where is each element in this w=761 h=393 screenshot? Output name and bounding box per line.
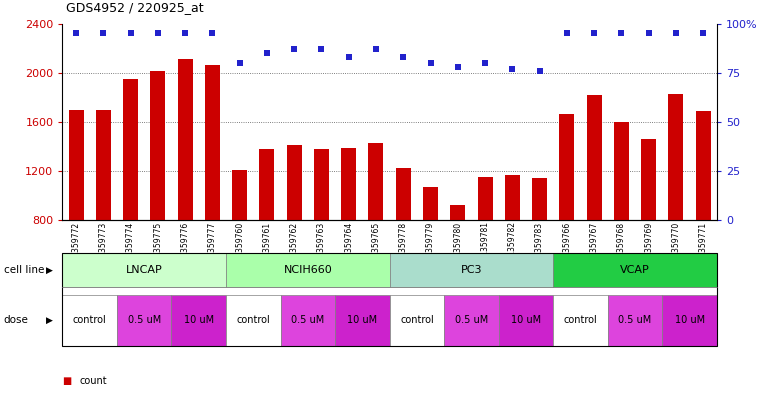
Bar: [423, 187, 438, 220]
Bar: [123, 79, 138, 220]
Point: [397, 54, 409, 60]
Text: count: count: [79, 376, 107, 386]
Point: [288, 46, 301, 52]
Text: 0.5 uM: 0.5 uM: [455, 315, 488, 325]
Text: control: control: [73, 315, 107, 325]
Point: [315, 46, 327, 52]
Point: [670, 30, 682, 37]
Point: [697, 30, 709, 37]
Text: NCIH660: NCIH660: [283, 265, 333, 275]
Point: [533, 68, 546, 74]
Bar: [587, 95, 602, 220]
Point: [206, 30, 218, 37]
Text: ■: ■: [62, 376, 72, 386]
Point: [616, 30, 628, 37]
Bar: [232, 170, 247, 220]
Bar: [559, 114, 575, 220]
Text: cell line: cell line: [4, 265, 44, 275]
Bar: [396, 169, 411, 220]
Bar: [68, 110, 84, 220]
Bar: [341, 148, 356, 220]
Point: [261, 50, 273, 56]
Bar: [451, 205, 465, 220]
Text: 10 uM: 10 uM: [347, 315, 377, 325]
Bar: [642, 139, 656, 220]
Point: [370, 46, 382, 52]
Point: [97, 30, 110, 37]
Text: GDS4952 / 220925_at: GDS4952 / 220925_at: [66, 1, 204, 14]
Point: [561, 30, 573, 37]
Point: [179, 30, 191, 37]
Bar: [177, 59, 193, 220]
Bar: [696, 111, 711, 220]
Point: [70, 30, 82, 37]
Text: 0.5 uM: 0.5 uM: [619, 315, 651, 325]
Text: 0.5 uM: 0.5 uM: [128, 315, 161, 325]
Bar: [260, 149, 275, 220]
Point: [479, 60, 491, 66]
Bar: [96, 110, 111, 220]
Point: [506, 66, 518, 72]
Text: 10 uM: 10 uM: [183, 315, 214, 325]
Bar: [505, 174, 520, 220]
Point: [125, 30, 137, 37]
Text: 0.5 uM: 0.5 uM: [291, 315, 324, 325]
Bar: [287, 145, 301, 220]
Point: [234, 60, 246, 66]
Text: ▶: ▶: [46, 316, 53, 325]
Bar: [532, 178, 547, 220]
Text: PC3: PC3: [460, 265, 482, 275]
Bar: [614, 122, 629, 220]
Bar: [205, 65, 220, 220]
Point: [151, 30, 164, 37]
Text: LNCAP: LNCAP: [126, 265, 163, 275]
Text: 10 uM: 10 uM: [674, 315, 705, 325]
Text: control: control: [237, 315, 270, 325]
Point: [588, 30, 600, 37]
Point: [642, 30, 654, 37]
Bar: [151, 72, 165, 220]
Text: control: control: [564, 315, 597, 325]
Point: [425, 60, 437, 66]
Bar: [478, 177, 492, 220]
Text: VCAP: VCAP: [620, 265, 650, 275]
Bar: [314, 149, 329, 220]
Text: 10 uM: 10 uM: [511, 315, 541, 325]
Bar: [368, 143, 384, 220]
Point: [452, 64, 464, 70]
Bar: [668, 94, 683, 220]
Text: dose: dose: [4, 315, 29, 325]
Text: ▶: ▶: [46, 266, 53, 275]
Point: [342, 54, 355, 60]
Text: control: control: [400, 315, 434, 325]
